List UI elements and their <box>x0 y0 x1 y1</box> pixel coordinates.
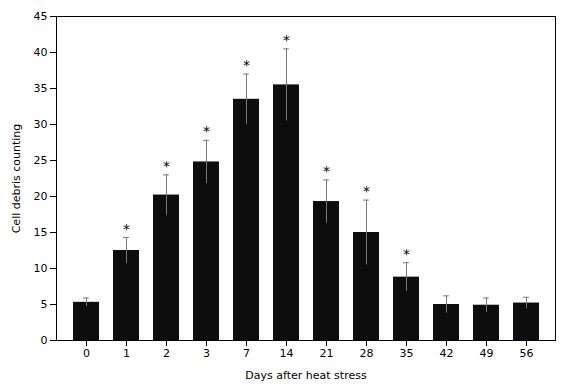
svg-text:2: 2 <box>163 347 170 360</box>
svg-text:14: 14 <box>280 347 294 360</box>
svg-text:3: 3 <box>203 347 210 360</box>
svg-text:28: 28 <box>360 347 374 360</box>
svg-text:*: * <box>323 163 330 179</box>
svg-text:15: 15 <box>34 226 48 239</box>
svg-text:49: 49 <box>480 347 494 360</box>
svg-text:*: * <box>203 123 210 139</box>
svg-text:*: * <box>163 158 170 174</box>
svg-text:*: * <box>243 57 250 73</box>
svg-text:45: 45 <box>34 10 48 23</box>
svg-text:40: 40 <box>34 46 48 59</box>
svg-text:42: 42 <box>440 347 454 360</box>
svg-text:10: 10 <box>34 262 48 275</box>
svg-text:Days after heat stress: Days after heat stress <box>245 369 367 382</box>
svg-text:35: 35 <box>400 347 414 360</box>
svg-text:0: 0 <box>83 347 90 360</box>
svg-text:35: 35 <box>34 82 48 95</box>
svg-text:*: * <box>123 221 130 237</box>
svg-text:Cell debris counting: Cell debris counting <box>10 124 23 234</box>
svg-text:*: * <box>363 183 370 199</box>
svg-text:*: * <box>283 32 290 48</box>
svg-text:*: * <box>403 246 410 262</box>
svg-text:25: 25 <box>34 154 48 167</box>
svg-text:7: 7 <box>243 347 250 360</box>
svg-text:30: 30 <box>34 118 48 131</box>
svg-text:20: 20 <box>34 190 48 203</box>
svg-text:0: 0 <box>41 334 48 347</box>
svg-text:56: 56 <box>520 347 534 360</box>
svg-text:21: 21 <box>320 347 334 360</box>
svg-text:5: 5 <box>41 298 48 311</box>
svg-text:1: 1 <box>123 347 130 360</box>
